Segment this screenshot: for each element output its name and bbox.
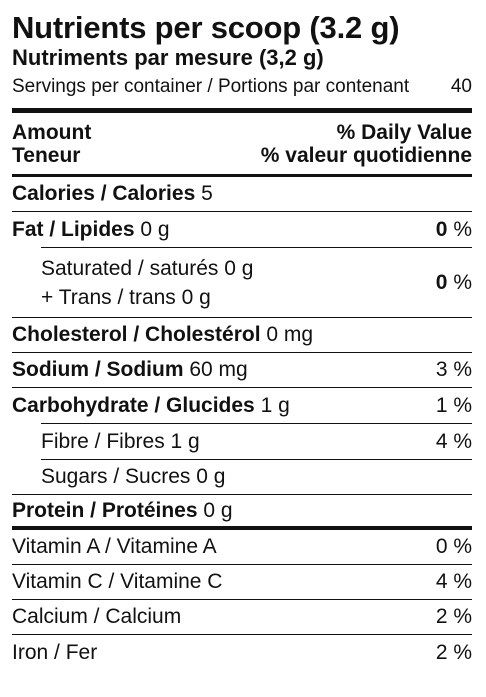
divider-indented	[41, 423, 472, 424]
fibre-dv: 4 %	[435, 429, 472, 453]
sodium-name: Sodium / Sodium	[12, 358, 184, 381]
trans-line: + Trans / trans 0 g	[41, 285, 211, 309]
iron-dv: 2 %	[435, 640, 472, 664]
row-saturated-trans: Saturated / saturés 0 g + Trans / trans …	[12, 248, 472, 318]
row-fibre: Fibre / Fibres 1 g 4 %	[12, 424, 472, 459]
calories-amount: 5	[201, 182, 213, 205]
divider-thick	[12, 108, 472, 113]
fat-dv-percent: %	[453, 217, 472, 241]
carbohydrate-dv: 1 %	[435, 393, 472, 417]
row-carbohydrate: Carbohydrate / Glucides 1 g 1 %	[12, 388, 472, 423]
saturated-line: Saturated / saturés 0 g	[41, 256, 254, 280]
fat-name: Fat / Lipides	[12, 217, 135, 241]
row-vitamin-a: Vitamin A / Vitamine A 0 %	[12, 530, 472, 565]
calories-name: Calories / Calories	[12, 182, 196, 205]
servings-value: 40	[450, 76, 472, 97]
vitamin-a-dv: 0 %	[435, 535, 472, 558]
carbohydrate-amount: 1 g	[260, 393, 290, 417]
dv-header-en: % Daily Value	[336, 121, 472, 144]
servings-label: Servings per container / Portions par co…	[12, 76, 410, 97]
row-vitamin-c: Vitamin C / Vitamine C 4 %	[12, 565, 472, 600]
row-sodium: Sodium / Sodium 60 mg 3 %	[12, 353, 472, 388]
row-fat: Fat / Lipides 0 g 0 %	[12, 212, 472, 247]
dv-header-fr: % valeur quotidienne	[260, 144, 472, 167]
cholesterol-name: Cholesterol / Cholestérol	[12, 323, 261, 346]
amount-header-fr: Teneur	[12, 144, 81, 167]
divider-medium	[12, 174, 472, 177]
servings-line: Servings per container / Portions par co…	[12, 74, 472, 100]
cholesterol-amount: 0 mg	[266, 323, 314, 346]
label-title-fr: Nutriments par mesure (3,2 g)	[12, 45, 324, 70]
row-calcium: Calcium / Calcium 2 %	[12, 600, 472, 635]
sugars-name: Sugars / Sucres 0 g	[41, 465, 226, 488]
saturated-dv-number: 0	[435, 270, 448, 294]
fat-dv-number: 0	[435, 217, 448, 241]
vitamin-c-name: Vitamin C / Vitamine C	[12, 570, 223, 593]
divider-indented	[41, 247, 472, 248]
row-calories: Calories / Calories 5	[12, 177, 472, 212]
protein-name: Protein / Protéines	[12, 498, 198, 522]
row-protein: Protein / Protéines 0 g	[12, 495, 472, 530]
protein-amount: 0 g	[203, 498, 233, 522]
vitamin-c-dv: 4 %	[435, 570, 472, 593]
calcium-name: Calcium / Calcium	[12, 605, 182, 628]
vitamin-a-name: Vitamin A / Vitamine A	[12, 535, 217, 558]
row-iron: Iron / Fer 2 %	[12, 635, 472, 670]
column-header: Amount Teneur % Daily Value % valeur quo…	[12, 113, 472, 174]
sodium-amount: 60 mg	[189, 358, 248, 381]
fibre-name: Fibre / Fibres 1 g	[41, 429, 200, 453]
label-title: Nutrients per scoop (3.2 g)	[12, 10, 400, 45]
amount-header-en: Amount	[12, 121, 92, 144]
row-cholesterol: Cholesterol / Cholestérol 0 mg	[12, 318, 472, 353]
calcium-dv: 2 %	[435, 605, 472, 628]
fat-amount: 0 g	[140, 217, 170, 241]
divider-indented	[41, 459, 472, 460]
iron-name: Iron / Fer	[12, 640, 98, 664]
sodium-dv: 3 %	[435, 358, 472, 381]
saturated-dv-percent: %	[453, 270, 472, 294]
carbohydrate-name: Carbohydrate / Glucides	[12, 393, 255, 417]
row-sugars: Sugars / Sucres 0 g	[12, 460, 472, 495]
